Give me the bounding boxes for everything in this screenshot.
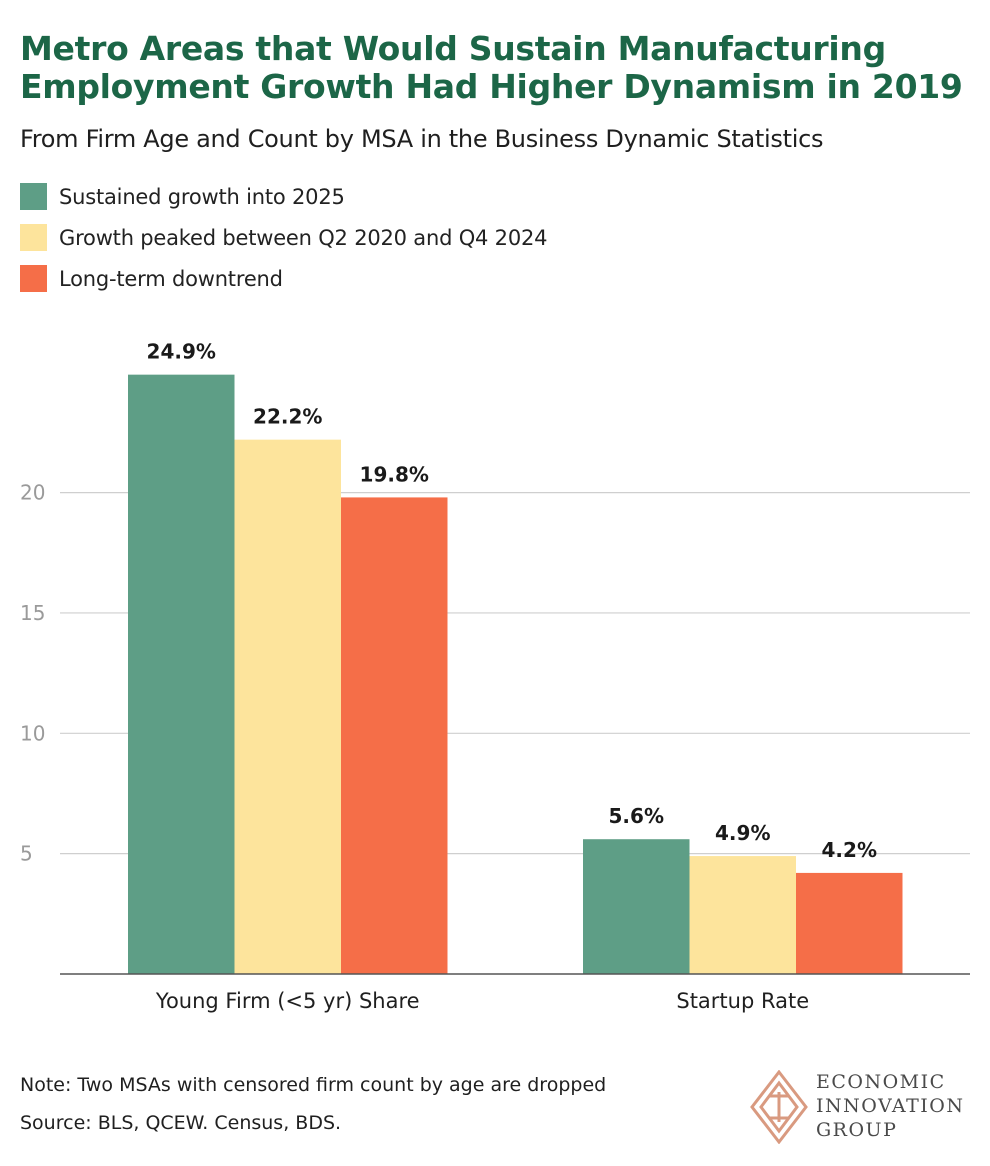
legend: Sustained growth into 2025 Growth peaked… bbox=[20, 176, 548, 299]
source-note: Source: BLS, QCEW. Census, BDS. bbox=[20, 1112, 342, 1134]
bar-2-3 bbox=[796, 872, 903, 974]
eig-logo: ECONOMIC INNOVATION GROUP bbox=[750, 1070, 965, 1144]
logo-line-3: GROUP bbox=[816, 1119, 898, 1141]
y-tick-label: 20 bbox=[20, 481, 45, 505]
legend-item-sustained: Sustained growth into 2025 bbox=[20, 176, 547, 217]
legend-swatch-peaked bbox=[20, 224, 47, 251]
data-label: 4.9% bbox=[715, 821, 770, 845]
bar-1-2 bbox=[234, 439, 341, 974]
legend-item-peaked: Growth peaked between Q2 2020 and Q4 202… bbox=[20, 217, 548, 258]
bar-chart: 24.9% 22.2% 19.8% 5.6% 4.9% 4.2% 5 10 15 20 Young… bbox=[20, 340, 970, 1013]
y-tick-label: 15 bbox=[20, 601, 45, 625]
x-category-label: Young Firm (<5 yr) Share bbox=[155, 989, 420, 1013]
y-tick-label: 5 bbox=[20, 842, 33, 866]
chart-title: Metro Areas that Would Sustain Manufactu… bbox=[20, 29, 963, 106]
legend-label-peaked: Growth peaked between Q2 2020 and Q4 202… bbox=[59, 225, 548, 250]
legend-swatch-sustained bbox=[20, 183, 47, 210]
footnote: Note: Two MSAs with censored firm count … bbox=[20, 1074, 607, 1096]
logo-line-2: INNOVATION bbox=[816, 1095, 965, 1117]
bars bbox=[128, 374, 903, 974]
chart-subtitle: From Firm Age and Count by MSA in the Bu… bbox=[20, 125, 824, 153]
footer: Note: Two MSAs with censored firm count … bbox=[20, 1066, 606, 1142]
x-category-label: Startup Rate bbox=[676, 989, 809, 1013]
bar-1-1 bbox=[128, 374, 235, 974]
bar-2-2 bbox=[689, 856, 796, 974]
y-tick-label: 10 bbox=[20, 721, 45, 745]
logo-line-1: ECONOMIC bbox=[816, 1071, 946, 1093]
data-label: 24.9% bbox=[147, 340, 216, 364]
legend-item-downtrend: Long-term downtrend bbox=[20, 258, 547, 299]
legend-label-downtrend: Long-term downtrend bbox=[59, 266, 283, 291]
legend-label-sustained: Sustained growth into 2025 bbox=[59, 184, 345, 209]
bar-1-3 bbox=[341, 497, 448, 974]
axes: 5 10 15 20 Young Firm (<5 yr) Share Startup R… bbox=[20, 481, 970, 1013]
data-labels: 24.9% 22.2% 19.8% 5.6% 4.9% 4.2% bbox=[147, 340, 877, 862]
eig-wordmark: ECONOMIC INNOVATION GROUP bbox=[816, 1070, 965, 1142]
eig-diamond-icon bbox=[750, 1070, 808, 1144]
legend-swatch-downtrend bbox=[20, 265, 47, 292]
data-label: 19.8% bbox=[360, 462, 429, 486]
data-label: 4.2% bbox=[822, 838, 877, 862]
bar-2-1 bbox=[583, 839, 690, 974]
data-label: 5.6% bbox=[609, 804, 664, 828]
data-label: 22.2% bbox=[253, 405, 322, 429]
